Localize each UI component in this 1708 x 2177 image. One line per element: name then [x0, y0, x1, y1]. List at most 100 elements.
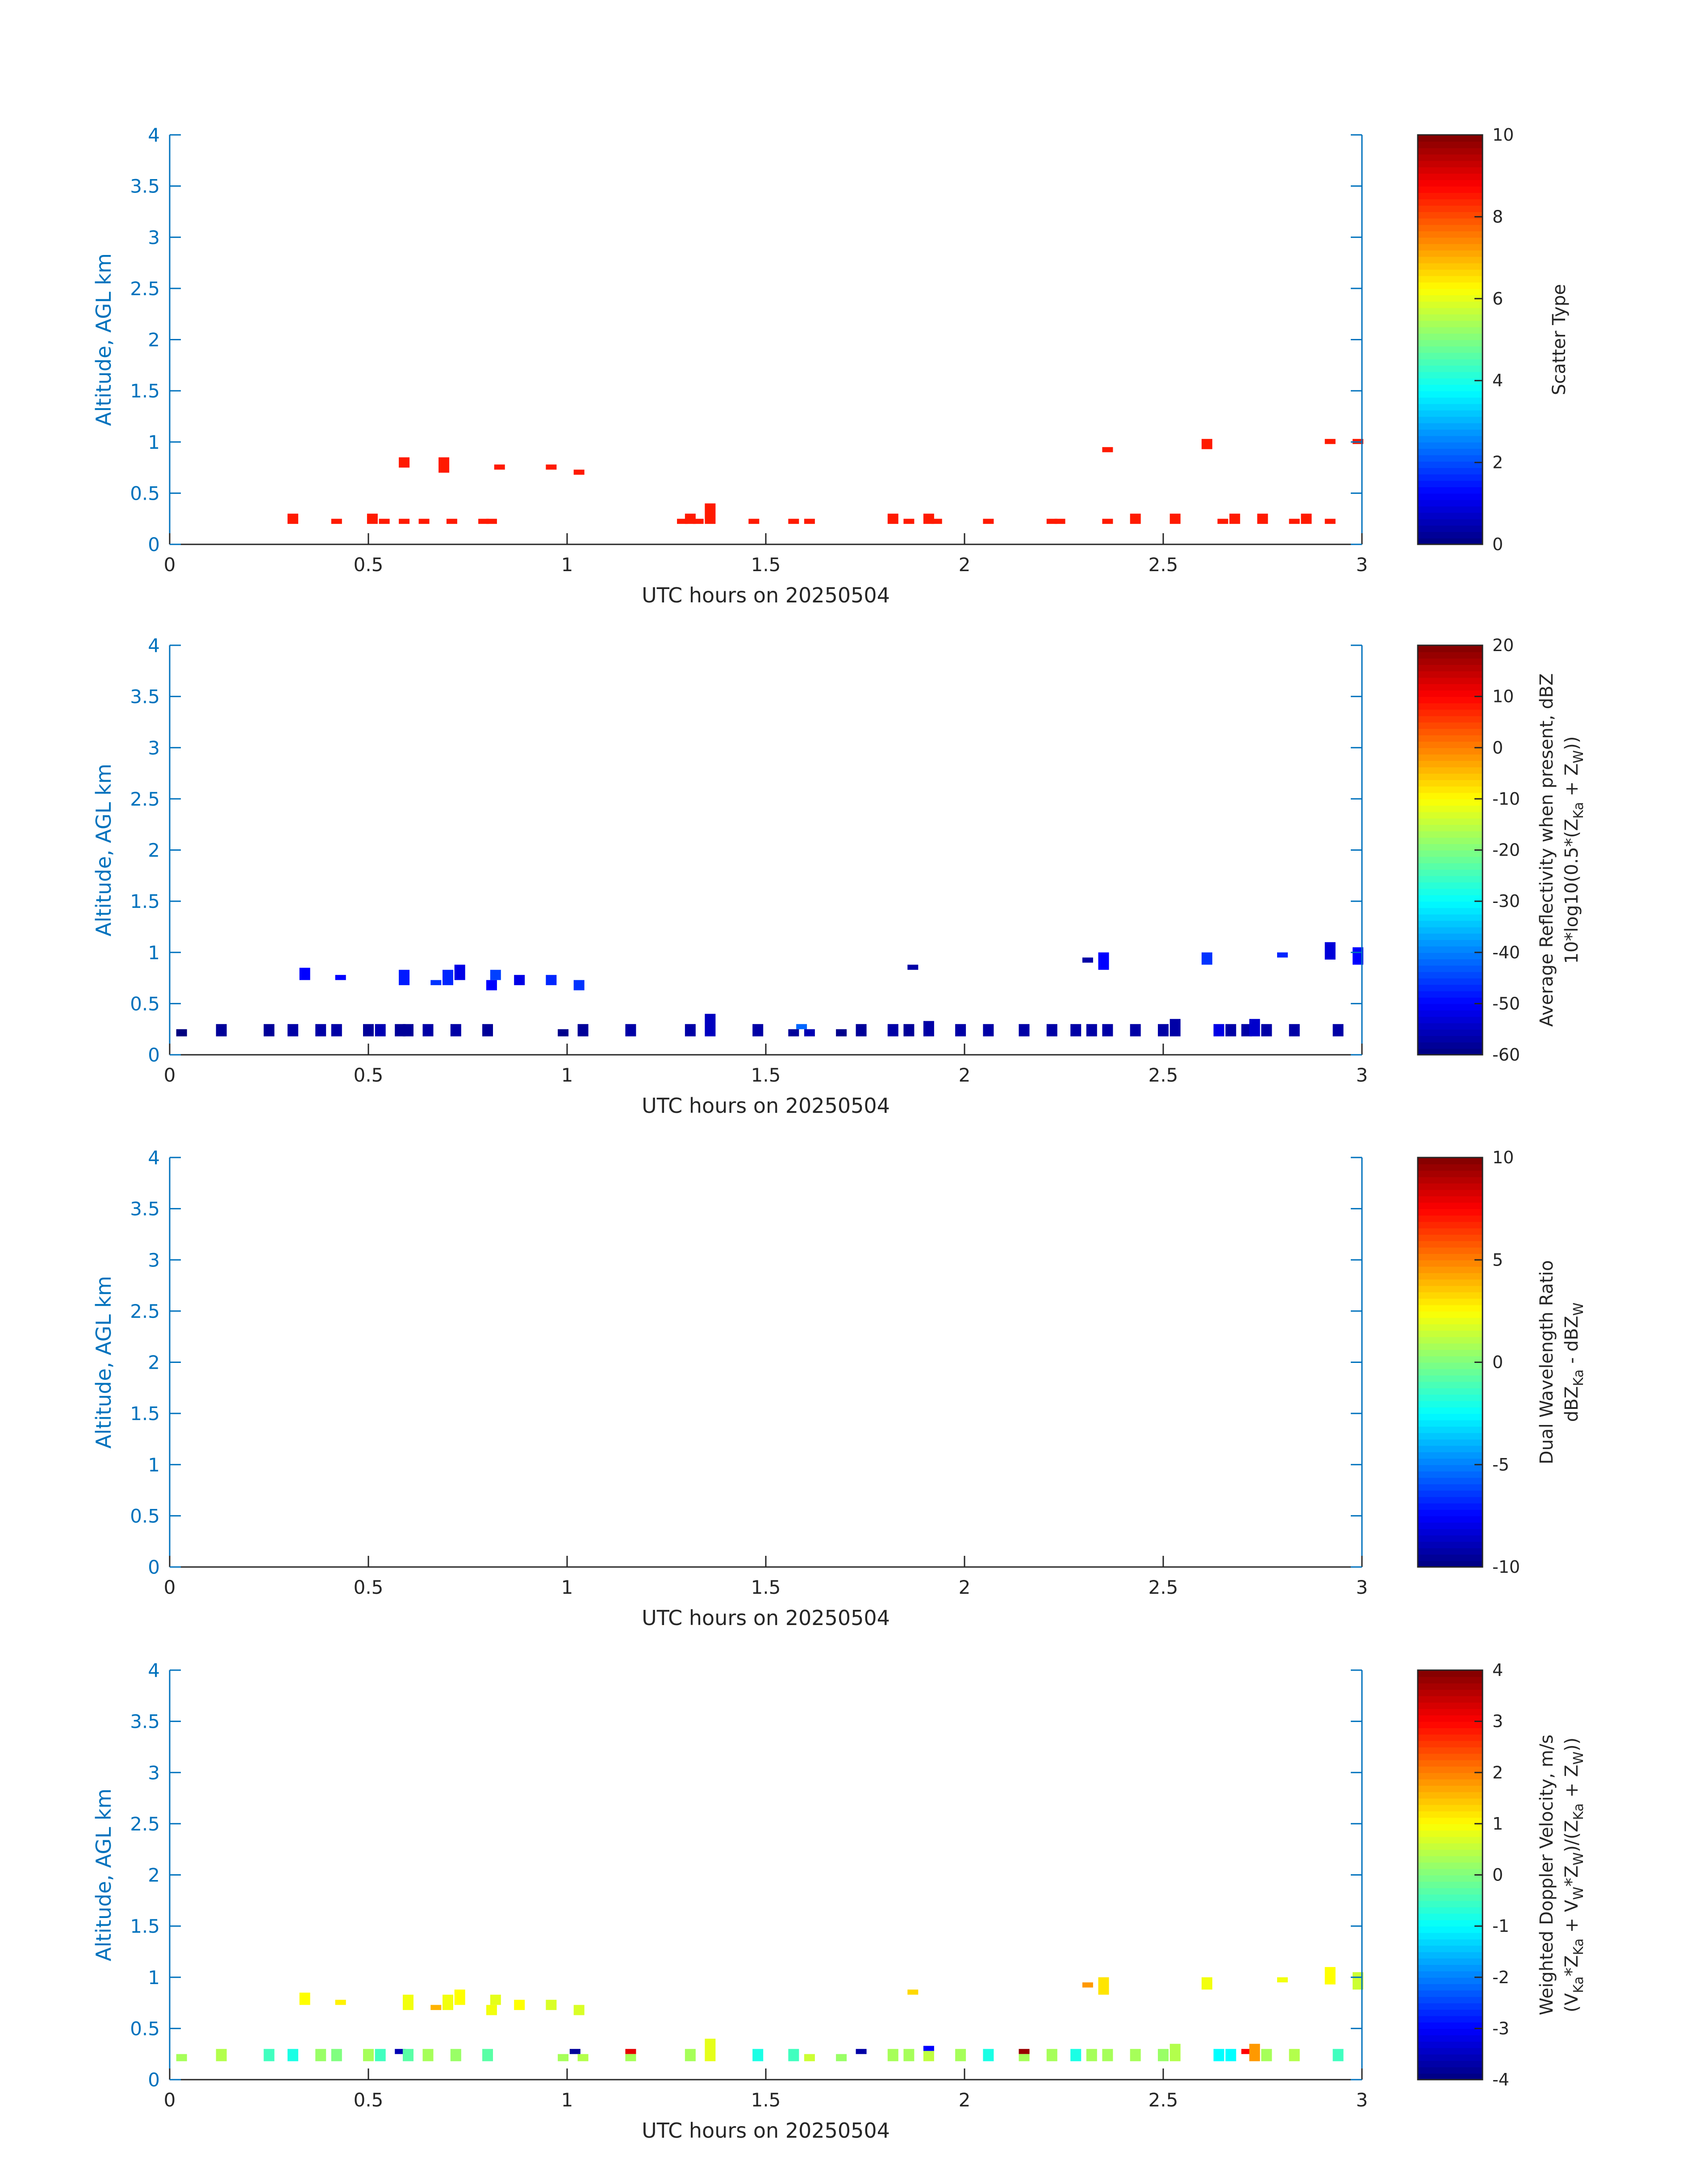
colorbar-tick-label: -10 — [1492, 789, 1520, 809]
colorbar-title-fragment: - dBZ — [1562, 1316, 1582, 1369]
panel-2: 0 0.5 1 1.5 2 2.5 3 0 0.5 1 1.5 2 2.5 3 3.5 4 UTC hours … — [92, 635, 1587, 1118]
data-cell — [907, 965, 919, 970]
data-cell — [1213, 1024, 1224, 1036]
data-cell — [482, 2049, 493, 2061]
data-cell — [1277, 1977, 1288, 1983]
data-cell — [1301, 514, 1312, 524]
colorbar-segment — [1418, 218, 1482, 225]
data-cell — [315, 2049, 326, 2061]
colorbar-segment — [1418, 288, 1482, 296]
colorbar-segment — [1418, 1272, 1482, 1280]
data-cell — [558, 1029, 569, 1036]
colorbar-segment — [1418, 256, 1482, 263]
data-cell — [955, 2049, 966, 2061]
data-cell — [443, 969, 453, 986]
data-cell — [331, 2049, 342, 2061]
colorbar-tick-label: 10 — [1492, 1148, 1514, 1167]
colorbar-tick-label: 20 — [1492, 635, 1514, 655]
colorbar-tick-label: -2 — [1492, 1968, 1509, 1987]
colorbar-segment — [1418, 773, 1482, 780]
colorbar-segment — [1418, 525, 1482, 532]
x-axis-title: UTC hours on 20250504 — [642, 583, 890, 607]
colorbar-segment — [1418, 997, 1482, 1004]
data-cell — [430, 980, 442, 986]
colorbar-segment — [1418, 2015, 1482, 2023]
colorbar-segment — [1418, 779, 1482, 787]
data-cell — [1102, 1024, 1113, 1036]
data-cell — [1201, 952, 1212, 965]
colorbar-segment — [1418, 1452, 1482, 1459]
colorbar-title-fragment: + V — [1562, 1900, 1582, 1939]
data-cell — [450, 2049, 461, 2061]
colorbar-title-subscript: Ka — [1571, 802, 1587, 819]
data-cell — [363, 2049, 374, 2061]
colorbar-segment — [1418, 965, 1482, 972]
colorbar-segment — [1418, 1894, 1482, 1901]
data-cell — [693, 518, 704, 524]
y-tick-label: 4 — [148, 124, 160, 146]
data-cell — [299, 1993, 310, 2005]
colorbar-title-subscript: W — [1571, 1887, 1587, 1900]
colorbar: -60 -50 -40 -30 -20 -10 0 10 20 Average Reflectiv… — [1417, 635, 1587, 1065]
y-tick-label: 0.5 — [130, 2018, 160, 2039]
data-cell — [796, 1024, 807, 1029]
colorbar-segment — [1418, 1919, 1482, 1927]
x-axis-title: UTC hours on 20250504 — [642, 2119, 890, 2143]
colorbar-segment — [1418, 1990, 1482, 1997]
colorbar-segment — [1418, 403, 1482, 411]
colorbar-title-subscript: W — [1571, 1852, 1587, 1866]
data-cell — [1169, 1019, 1181, 1036]
data-cell — [1046, 1024, 1057, 1036]
colorbar-segment — [1418, 901, 1482, 908]
colorbar-segment — [1418, 1247, 1482, 1254]
x-tick-label: 0.5 — [354, 1064, 384, 1086]
data-cell — [1257, 514, 1268, 524]
panel-1: 0 0.5 1 1.5 2 2.5 3 0 0.5 1 1.5 2 2.5 3 3.5 4 UTC hours … — [92, 124, 1570, 607]
colorbar-segment — [1418, 1490, 1482, 1497]
colorbar-segment — [1418, 645, 1482, 652]
colorbar-segment — [1418, 1407, 1482, 1414]
data-cell — [573, 980, 585, 990]
data-cell — [836, 2054, 847, 2061]
data-cell — [494, 464, 505, 470]
x-tick-label: 1.5 — [751, 554, 781, 576]
colorbar-segment — [1418, 1394, 1482, 1401]
data-cell — [705, 2039, 716, 2061]
colorbar-segment — [1418, 920, 1482, 928]
colorbar-segment — [1418, 1362, 1482, 1369]
colorbar-segment — [1418, 978, 1482, 985]
data-cell — [1249, 2043, 1260, 2061]
data-cell — [625, 2049, 636, 2054]
colorbar-segment — [1418, 365, 1482, 372]
data-cell — [315, 1024, 326, 1036]
colorbar-segment — [1418, 442, 1482, 449]
colorbar-tick-label: -10 — [1492, 1557, 1520, 1577]
data-cell — [748, 518, 760, 524]
colorbar-segment — [1418, 276, 1482, 283]
colorbar-segment — [1418, 339, 1482, 347]
data-cell — [1070, 1024, 1082, 1036]
colorbar-segment — [1418, 1337, 1482, 1344]
colorbar-segment — [1418, 1913, 1482, 1920]
colorbar-title: Average Reflectivity when present, dBZ 10… — [1537, 673, 1587, 1027]
colorbar-segment — [1418, 869, 1482, 876]
colorbar-segment — [1418, 237, 1482, 244]
colorbar-segment — [1418, 2060, 1482, 2068]
data-cell — [287, 2049, 298, 2061]
y-axis-title: Altitude, AGL km — [92, 253, 116, 426]
colorbar-segment — [1418, 1522, 1482, 1529]
colorbar-tick-label: 10 — [1492, 687, 1514, 706]
colorbar-segment — [1418, 1048, 1482, 1055]
data-cell — [335, 2000, 346, 2005]
colorbar-segment — [1418, 741, 1482, 748]
colorbar-title-fragment: )) — [1562, 736, 1582, 750]
colorbar-segment — [1418, 971, 1482, 979]
data-cell — [983, 1024, 994, 1036]
x-tick-label: 0.5 — [354, 2089, 384, 2111]
data-cell — [983, 2049, 994, 2061]
colorbar-segment — [1418, 1548, 1482, 1555]
data-cell — [490, 969, 501, 980]
colorbar-segment — [1418, 1740, 1482, 1747]
colorbar-title: Dual Wavelength Ratio dBZKa - dBZW — [1537, 1260, 1587, 1464]
